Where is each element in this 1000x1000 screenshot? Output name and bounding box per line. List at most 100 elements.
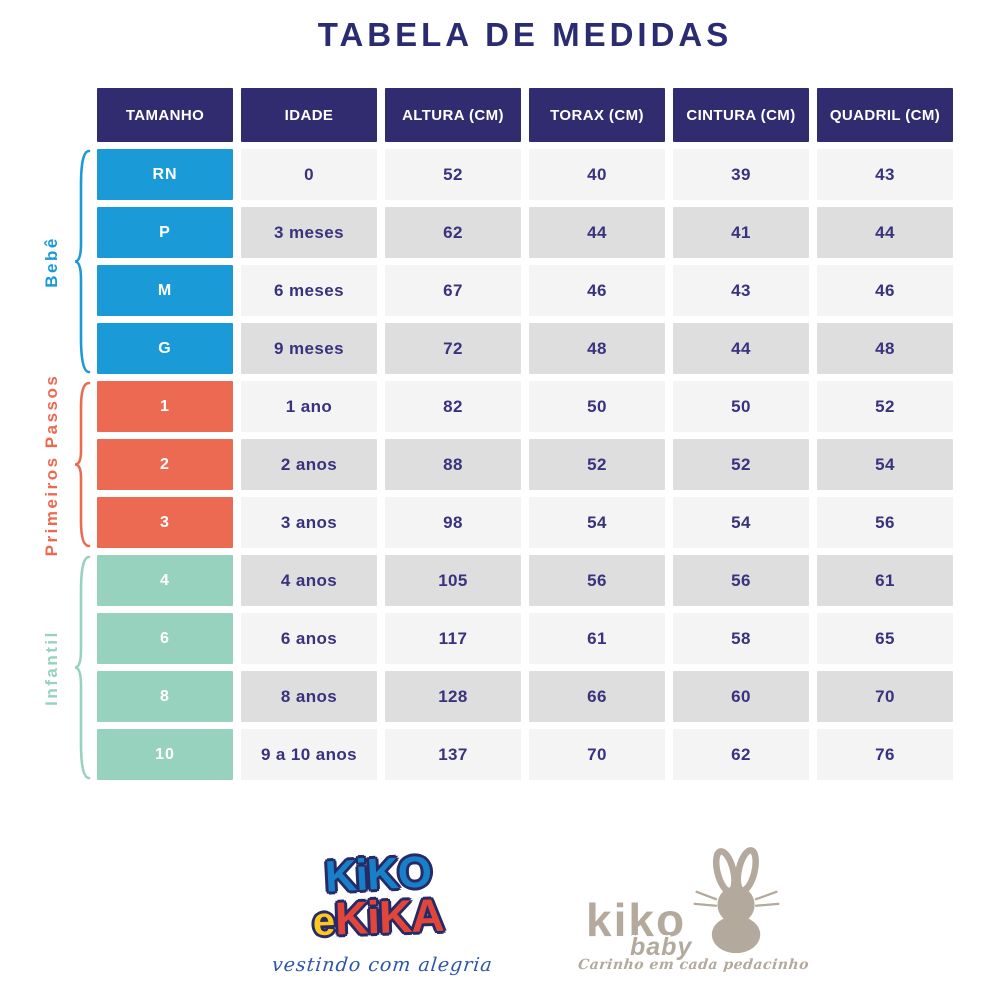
value-cell: 9 meses — [241, 323, 377, 374]
value-cell: 65 — [817, 613, 953, 664]
value-cell: 98 — [385, 497, 521, 548]
value-cell: 3 anos — [241, 497, 377, 548]
value-cell: 70 — [529, 729, 665, 780]
value-cell: 48 — [817, 323, 953, 374]
value-cell: 6 anos — [241, 613, 377, 664]
kiko-baby-tagline: Carinho em cada pedacinho — [577, 957, 810, 973]
size-cell: M — [97, 265, 233, 316]
table-row: 10 9 a 10 anos 137 70 62 76 — [97, 729, 953, 780]
value-cell: 46 — [529, 265, 665, 316]
value-cell: 48 — [529, 323, 665, 374]
value-cell: 52 — [385, 149, 521, 200]
kiko-baby-name: kiko — [586, 894, 687, 946]
value-cell: 56 — [817, 497, 953, 548]
value-cell: 1 ano — [241, 381, 377, 432]
value-cell: 61 — [817, 555, 953, 606]
value-cell: 39 — [673, 149, 809, 200]
value-cell: 76 — [817, 729, 953, 780]
value-cell: 61 — [529, 613, 665, 664]
value-cell: 3 meses — [241, 207, 377, 258]
value-cell: 117 — [385, 613, 521, 664]
value-cell: 56 — [529, 555, 665, 606]
size-cell: 8 — [97, 671, 233, 722]
value-cell: 62 — [385, 207, 521, 258]
table-row: RN 0 52 40 39 43 — [97, 149, 953, 200]
kiko-e-kika-tagline: vestindo com alegria — [270, 954, 494, 976]
value-cell: 54 — [817, 439, 953, 490]
size-cell: 10 — [97, 729, 233, 780]
value-cell: 0 — [241, 149, 377, 200]
kiko-e-kika-logo: KiKO eKiKA vestindo com alegria — [270, 847, 494, 976]
value-cell: 41 — [673, 207, 809, 258]
value-cell: 6 meses — [241, 265, 377, 316]
value-cell: 137 — [385, 729, 521, 780]
column-header: TORAX (CM) — [529, 88, 665, 142]
column-header: CINTURA (CM) — [673, 88, 809, 142]
column-header: TAMANHO — [97, 88, 233, 142]
value-cell: 72 — [385, 323, 521, 374]
value-cell: 105 — [385, 555, 521, 606]
value-cell: 9 a 10 anos — [241, 729, 377, 780]
value-cell: 44 — [673, 323, 809, 374]
value-cell: 44 — [529, 207, 665, 258]
size-cell: 2 — [97, 439, 233, 490]
column-header: ALTURA (CM) — [385, 88, 521, 142]
size-cell: RN — [97, 149, 233, 200]
value-cell: 52 — [529, 439, 665, 490]
value-cell: 128 — [385, 671, 521, 722]
size-cell: 4 — [97, 555, 233, 606]
value-cell: 88 — [385, 439, 521, 490]
value-cell: 82 — [385, 381, 521, 432]
value-cell: 46 — [817, 265, 953, 316]
column-header: IDADE — [241, 88, 377, 142]
kika-e-letter: e — [312, 899, 336, 945]
page-title: TABELA DE MEDIDAS — [317, 16, 733, 53]
value-cell: 56 — [673, 555, 809, 606]
kika-wordmark: eKiKA — [271, 886, 485, 947]
bunny-icon — [693, 847, 780, 954]
value-cell: 54 — [529, 497, 665, 548]
value-cell: 54 — [673, 497, 809, 548]
value-cell: 44 — [817, 207, 953, 258]
value-cell: 2 anos — [241, 439, 377, 490]
kika-word: KiKA — [334, 888, 445, 945]
value-cell: 4 anos — [241, 555, 377, 606]
group-brace — [74, 149, 91, 374]
kiko-baby-logo: kiko baby Carinho em cada pedacinho — [577, 845, 810, 985]
size-cell: 3 — [97, 497, 233, 548]
value-cell: 52 — [817, 381, 953, 432]
value-cell: 50 — [529, 381, 665, 432]
value-cell: 50 — [673, 381, 809, 432]
value-cell: 8 anos — [241, 671, 377, 722]
table-header-row: TAMANHO IDADE ALTURA (CM) TORAX (CM) CINTURA… — [97, 88, 953, 142]
value-cell: 66 — [529, 671, 665, 722]
kiko-baby-sub: baby — [630, 933, 693, 961]
value-cell: 43 — [673, 265, 809, 316]
value-cell: 40 — [529, 149, 665, 200]
value-cell: 70 — [817, 671, 953, 722]
value-cell: 58 — [673, 613, 809, 664]
size-cell: P — [97, 207, 233, 258]
measurements-table: TAMANHO IDADE ALTURA (CM) TORAX (CM) CINTURA… — [42, 88, 953, 787]
value-cell: 62 — [673, 729, 809, 780]
value-cell: 52 — [673, 439, 809, 490]
value-cell: 60 — [673, 671, 809, 722]
size-cell: 1 — [97, 381, 233, 432]
column-header: QUADRIL (CM) — [817, 88, 953, 142]
group-brace — [74, 381, 91, 548]
table-body: RN 0 52 40 39 43 P 3 meses 62 44 41 44 M 6 meses 67 46 4… — [97, 149, 953, 780]
value-cell: 43 — [817, 149, 953, 200]
group-brace — [74, 555, 91, 780]
value-cell: 67 — [385, 265, 521, 316]
size-cell: 6 — [97, 613, 233, 664]
size-cell: G — [97, 323, 233, 374]
